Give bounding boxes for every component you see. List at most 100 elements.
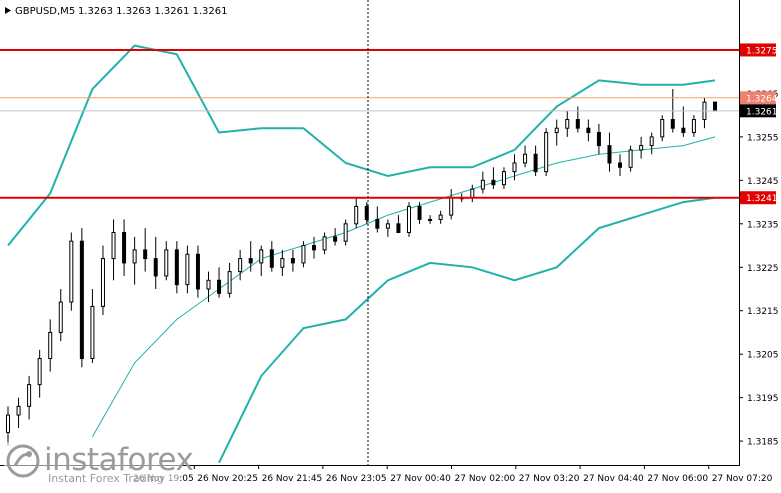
candle-body	[122, 232, 127, 264]
candle-body	[385, 223, 390, 229]
plot-area[interactable]	[0, 44, 739, 464]
candle-body	[227, 271, 232, 294]
candle-body	[238, 258, 243, 273]
candle-body	[269, 249, 274, 268]
candle-body	[58, 301, 63, 333]
price-tick-label: 1.3255	[747, 133, 779, 143]
candle-body	[375, 218, 380, 229]
time-tick-label: 27 Nov 00:40	[390, 474, 451, 484]
watermark-brand: instaforex	[44, 442, 194, 478]
candle-body	[290, 258, 295, 264]
price-tick-label: 1.3185	[747, 438, 779, 448]
time-tick-label: 26 Nov 20:25	[197, 474, 258, 484]
candle-body	[533, 153, 538, 173]
watermark-tagline: Instant Forex Trading	[48, 472, 164, 485]
time-tick-label: 27 Nov 04:40	[583, 474, 644, 484]
price-tick-label: 1.3245	[747, 177, 779, 187]
candle-body	[164, 249, 169, 277]
candle-body	[174, 249, 179, 286]
price-tag-current-bg	[740, 104, 776, 118]
candle-body	[16, 405, 21, 416]
candle-body	[343, 223, 348, 242]
candle-body	[618, 162, 623, 168]
candle-body	[713, 101, 717, 112]
candle-body	[470, 188, 475, 199]
candle-body	[438, 214, 443, 220]
time-tick-label: 27 Nov 06:00	[647, 474, 708, 484]
candle-body	[660, 119, 665, 138]
candle-body	[259, 249, 264, 264]
price-tick-label: 1.3195	[747, 394, 779, 404]
candle-body	[301, 245, 306, 264]
candle-body	[428, 218, 433, 221]
candle-body	[27, 384, 32, 407]
time-tick-label: 27 Nov 02:00	[455, 474, 516, 484]
candle-body	[217, 279, 222, 294]
candle-body	[185, 253, 190, 286]
candle-body	[491, 179, 496, 186]
candle-body	[153, 258, 158, 277]
candle-body	[132, 249, 137, 264]
price-tag-support: 1.3241	[746, 194, 778, 204]
price-tags: 1.3275 1.3264 1.3261 1.3241	[740, 43, 778, 205]
time-tick-label: 26 Nov 23:05	[326, 474, 387, 484]
candle-body	[406, 205, 411, 233]
price-tick-label: 1.3215	[747, 307, 779, 317]
price-tag-resistance-bg	[740, 43, 776, 57]
candle-body	[681, 127, 686, 134]
candle-body	[512, 162, 517, 173]
time-tick-label: 27 Nov 03:20	[519, 474, 580, 484]
chart-header-ohlc: 1.3263 1.3263 1.3261 1.3261	[78, 6, 228, 17]
header-triangle-icon	[5, 7, 11, 14]
chart-header-symbol: GBPUSD,M5	[15, 6, 75, 17]
candle-body	[6, 414, 10, 433]
price-tick-label: 1.3225	[747, 264, 779, 274]
candle-body	[607, 145, 612, 164]
candle-body	[100, 258, 105, 307]
price-tag-bid-bg	[740, 91, 776, 105]
candle-body	[333, 236, 338, 242]
candle-body	[575, 119, 580, 129]
price-tag-current: 1.3261	[746, 107, 778, 117]
candle-body	[396, 223, 401, 233]
candle-body	[417, 205, 422, 220]
price-tag-bid: 1.3264	[746, 94, 778, 104]
price-tick-label: 1.3205	[747, 351, 779, 361]
price-tag-support-bg	[740, 191, 776, 205]
candle-body	[691, 119, 696, 134]
candle-body	[523, 153, 528, 164]
candle-body	[79, 240, 84, 360]
price-tag-resistance: 1.3275	[746, 46, 778, 56]
candle-body	[111, 232, 116, 260]
candle-body	[312, 245, 317, 251]
time-tick-label: 26 Nov 21:45	[262, 474, 323, 484]
candle-body	[195, 253, 200, 290]
bollinger-upper-band	[7, 44, 716, 247]
candle-body	[206, 279, 211, 290]
candle-body	[90, 305, 95, 360]
bollinger-lower-band	[218, 196, 716, 464]
instaforex-logo-icon	[6, 444, 40, 478]
candle-body	[449, 197, 454, 216]
price-tick-label: 1.3235	[747, 220, 779, 230]
candle-body	[554, 127, 559, 134]
instaforex-watermark: instaforex Instant Forex Trading	[4, 442, 194, 486]
candle-body	[639, 145, 644, 151]
candle-body	[544, 132, 549, 173]
candle-body	[628, 149, 633, 168]
candle-body	[322, 236, 327, 251]
candle-body	[143, 249, 148, 260]
candle-body	[596, 132, 601, 147]
time-tick-label: 27 Nov 07:20	[712, 474, 773, 484]
candle-body	[670, 119, 675, 129]
candle-body	[501, 171, 506, 186]
candle-body	[565, 119, 570, 129]
candle-body	[48, 331, 53, 360]
candle-body	[649, 136, 654, 147]
candle-body	[248, 258, 253, 264]
candle-body	[280, 258, 285, 268]
candle-body	[480, 179, 485, 190]
candle-body	[354, 205, 359, 225]
